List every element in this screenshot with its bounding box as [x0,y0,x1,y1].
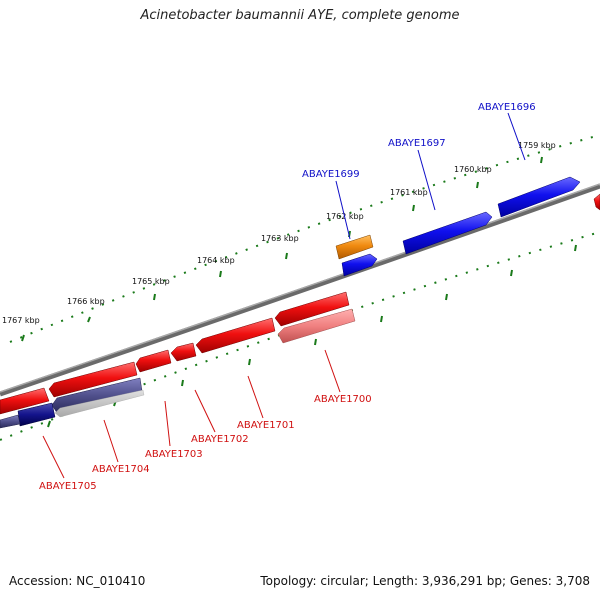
gene-label-abaye1699[interactable]: ABAYE1699 [302,169,360,180]
gene-abaye1696-arrow[interactable] [497,176,581,218]
tick-mark [248,358,251,366]
gene-label-abaye1701[interactable]: ABAYE1701 [237,420,295,431]
gene-label-abaye1705[interactable]: ABAYE1705 [39,481,97,492]
tick-mark [540,156,543,164]
leader-abaye1705 [42,435,65,479]
tick-mark [380,315,383,323]
leader-abaye1700 [324,349,341,393]
tick-mark [412,204,415,212]
outer-major-ticks [21,156,543,342]
tick-mark [219,270,222,278]
kbp-label-1759: 1759 kbp [518,141,556,150]
map-title: Acinetobacter baumannii AYE, complete ge… [140,8,460,23]
leader-abaye1697 [417,149,436,211]
genome-backbone [0,183,600,397]
tick-mark [510,269,513,277]
gene-right-edge-arrow[interactable] [593,193,600,211]
tick-mark [153,293,156,301]
tick-mark [87,316,91,323]
kbp-label-1767: 1767 kbp [2,316,40,325]
gene-abaye1705-arrow[interactable] [0,387,56,429]
gene-label-abaye1703[interactable]: ABAYE1703 [145,449,203,460]
gene-abaye1702-arrow[interactable] [170,342,197,362]
topology-text: Topology: circular; Length: 3,936,291 bp… [260,574,590,588]
leader-abaye1703 [164,400,171,447]
tick-mark [47,420,51,428]
plus-strand-genes [335,176,600,277]
tick-mark [285,252,288,260]
gene-labels: ABAYE1696 ABAYE1697 ABAYE1699 ABAYE1700 … [39,102,536,492]
kbp-label-1765: 1765 kbp [132,277,170,286]
gene-abaye1703-arrow[interactable] [135,349,172,373]
gene-abaye1698-arrow[interactable] [341,253,378,277]
gene-abaye1699-arrow[interactable] [335,234,374,260]
inner-major-ticks [47,244,577,428]
tick-mark [445,293,448,301]
label-leader-lines [42,112,526,479]
minus-strand-genes [0,291,356,429]
gene-abaye1704-shadow [54,389,145,418]
kbp-label-1760: 1760 kbp [454,165,492,174]
gene-abaye1697-arrow[interactable] [402,211,493,255]
gene-label-abaye1702[interactable]: ABAYE1702 [191,434,249,445]
tick-mark [21,334,25,342]
kbp-label-1766: 1766 kbp [67,297,105,306]
gene-abaye1700-arrow[interactable] [274,291,356,344]
accession-text: Accession: NC_010410 [9,574,146,588]
leader-abaye1701 [247,375,264,419]
tick-mark [181,379,184,387]
kbp-label-1761: 1761 kbp [390,188,428,197]
gene-label-abaye1704[interactable]: ABAYE1704 [92,464,150,475]
gene-abaye1700-shadow [277,308,356,344]
gene-label-abaye1696[interactable]: ABAYE1696 [478,102,536,113]
gene-left-edge-band [0,414,21,429]
gene-label-abaye1697[interactable]: ABAYE1697 [388,138,446,149]
gene-label-abaye1700[interactable]: ABAYE1700 [314,394,372,405]
kbp-label-1764: 1764 kbp [197,256,235,265]
leader-abaye1699 [335,180,351,240]
tick-mark [574,244,577,252]
gene-abaye1701-arrow[interactable] [195,317,276,354]
leader-abaye1696 [507,112,526,161]
gene-abaye1704-arrow[interactable] [48,361,145,418]
tick-mark [476,181,479,189]
leader-abaye1702 [194,389,216,433]
leader-abaye1704 [103,419,119,463]
kbp-label-1763: 1763 kbp [261,234,299,243]
tick-mark [314,338,317,346]
